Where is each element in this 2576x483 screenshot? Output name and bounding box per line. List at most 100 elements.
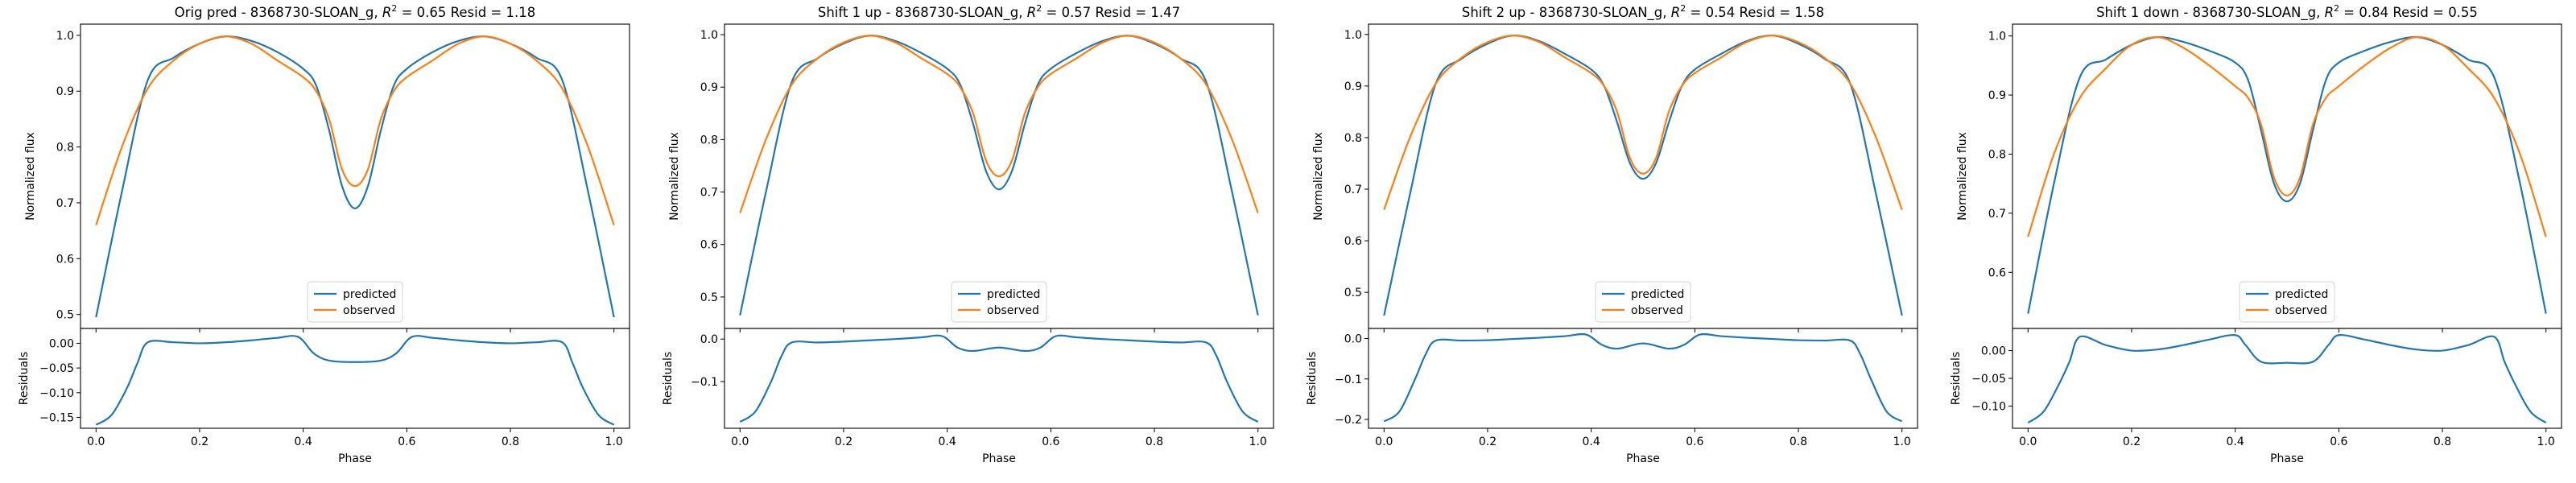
legend-label-predicted: predicted <box>2275 288 2328 301</box>
residual-y-axis-label: Residuals <box>18 352 31 405</box>
chart-title-r: R <box>2325 5 2334 20</box>
residual-y-tick-label: −0.1 <box>1335 374 1362 386</box>
chart-title-sup: 2 <box>1680 3 1686 14</box>
x-tick-label: 0.0 <box>1375 436 1393 448</box>
y-tick-label: 1.0 <box>56 30 74 43</box>
legend-label-predicted: predicted <box>343 288 396 301</box>
y-tick-label: 0.9 <box>1988 89 2006 102</box>
residual-line <box>739 334 1259 423</box>
x-tick-label: 1.0 <box>1893 436 1911 448</box>
legend-label-observed: observed <box>2275 304 2327 317</box>
y-tick-label: 0.9 <box>56 85 74 98</box>
y-axis-label: Normalized flux <box>1956 132 1969 221</box>
x-tick-label: 0.8 <box>1146 436 1163 448</box>
x-tick-label: 0.0 <box>87 436 105 448</box>
residual-line <box>1383 332 1903 423</box>
y-tick-label: 0.9 <box>700 81 718 94</box>
residual-axes-frame <box>2012 328 2562 429</box>
residual-y-tick-label: 0.0 <box>700 333 718 346</box>
panel-2: Shift 1 up - 8368730-SLOAN_g, R2 = 0.57 … <box>662 3 1274 465</box>
series-line-observed <box>1383 34 1903 211</box>
y-tick-label: 1.0 <box>700 29 718 42</box>
y-tick-label: 0.7 <box>1988 208 2006 221</box>
x-tick-label: 0.8 <box>2434 436 2451 448</box>
x-tick-label: 0.4 <box>295 436 312 448</box>
residual-axes-frame <box>80 328 630 429</box>
chart-title-rest: = 0.54 Resid = 1.58 <box>1686 5 1824 20</box>
chart-title-rest: = 0.84 Resid = 0.55 <box>2339 5 2478 20</box>
chart-title-r: R <box>1027 5 1036 20</box>
legend-label-observed: observed <box>343 304 395 317</box>
chart-title: Shift 2 up - 8368730-SLOAN_g, R2 = 0.54 … <box>1462 3 1824 21</box>
y-tick-label: 0.5 <box>700 291 718 304</box>
legend: predicted observed <box>2239 281 2335 323</box>
series-line-predicted <box>2027 36 2547 314</box>
legend-box <box>2239 281 2335 323</box>
x-tick-label: 0.2 <box>835 436 852 448</box>
y-axis-label: Normalized flux <box>24 132 37 221</box>
x-tick-label: 0.2 <box>191 436 208 448</box>
residual-y-tick-label: 0.0 <box>1344 333 1362 346</box>
residual-line <box>2027 333 2547 424</box>
legend: predicted observed <box>951 281 1047 323</box>
x-tick-label: 0.2 <box>2123 436 2140 448</box>
panel-4: Shift 1 down - 8368730-SLOAN_g, R2 = 0.8… <box>1950 3 2562 465</box>
series-line-predicted <box>1383 34 1903 316</box>
legend-box <box>307 281 403 323</box>
chart-title: Orig pred - 8368730-SLOAN_g, R2 = 0.65 R… <box>175 3 535 21</box>
x-axis-label: Phase <box>2270 452 2304 465</box>
legend-label-observed: observed <box>1631 304 1683 317</box>
chart-title-text: Shift 1 down - 8368730-SLOAN_g, <box>2096 5 2325 21</box>
y-tick-label: 0.8 <box>700 134 718 147</box>
y-tick-label: 1.0 <box>1988 31 2006 43</box>
x-tick-label: 0.8 <box>502 436 519 448</box>
residual-y-axis-label: Residuals <box>662 352 675 405</box>
x-axis-label: Phase <box>338 452 372 465</box>
series-line-predicted <box>95 35 615 318</box>
residual-y-tick-label: −0.10 <box>39 387 74 400</box>
x-tick-label: 1.0 <box>1249 436 1267 448</box>
y-tick-label: 0.6 <box>56 253 74 266</box>
x-tick-label: 0.4 <box>1583 436 1600 448</box>
x-tick-label: 0.2 <box>1479 436 1496 448</box>
residual-y-tick-label: −0.10 <box>1971 400 2006 413</box>
residual-y-axis-label: Residuals <box>1306 352 1319 405</box>
legend-box <box>951 281 1047 323</box>
y-tick-label: 0.7 <box>56 197 74 210</box>
series-line-observed <box>2027 36 2547 237</box>
y-tick-label: 0.8 <box>1344 132 1362 145</box>
x-tick-label: 0.0 <box>731 436 749 448</box>
legend-label-observed: observed <box>987 304 1039 317</box>
x-tick-label: 1.0 <box>2537 436 2555 448</box>
legend-label-predicted: predicted <box>987 288 1040 301</box>
x-tick-label: 0.6 <box>398 436 415 448</box>
residual-y-tick-label: 0.00 <box>1981 345 2006 358</box>
y-tick-label: 0.8 <box>1988 148 2006 161</box>
y-tick-label: 0.5 <box>56 309 74 322</box>
x-tick-label: 0.4 <box>939 436 956 448</box>
x-axis-label: Phase <box>982 452 1016 465</box>
y-tick-label: 0.6 <box>700 239 718 252</box>
x-tick-label: 0.8 <box>1790 436 1807 448</box>
x-tick-label: 0.4 <box>2227 436 2244 448</box>
residual-y-tick-label: 0.00 <box>49 337 74 350</box>
legend-label-predicted: predicted <box>1631 288 1684 301</box>
chart-title-text: Shift 1 up - 8368730-SLOAN_g, <box>818 5 1027 21</box>
panel-3: Shift 2 up - 8368730-SLOAN_g, R2 = 0.54 … <box>1306 3 1918 465</box>
series-line-observed <box>95 35 615 226</box>
y-tick-label: 0.6 <box>1988 266 2006 279</box>
y-tick-label: 0.9 <box>1344 80 1362 93</box>
residual-line <box>95 335 615 426</box>
residual-y-tick-label: −0.05 <box>39 362 74 375</box>
chart-title-rest: = 0.65 Resid = 1.18 <box>397 5 535 20</box>
y-tick-label: 0.5 <box>1344 287 1362 299</box>
chart-title-sup: 2 <box>2334 3 2339 14</box>
legend-box <box>1595 281 1691 323</box>
x-tick-label: 1.0 <box>605 436 623 448</box>
residual-y-tick-label: −0.05 <box>1971 373 2006 386</box>
chart-title-r: R <box>1671 5 1680 20</box>
residual-y-tick-label: −0.2 <box>1335 414 1362 427</box>
residual-y-tick-label: −0.15 <box>39 411 74 424</box>
chart-title-rest: = 0.57 Resid = 1.47 <box>1042 5 1180 20</box>
residual-y-axis-label: Residuals <box>1950 352 1963 405</box>
